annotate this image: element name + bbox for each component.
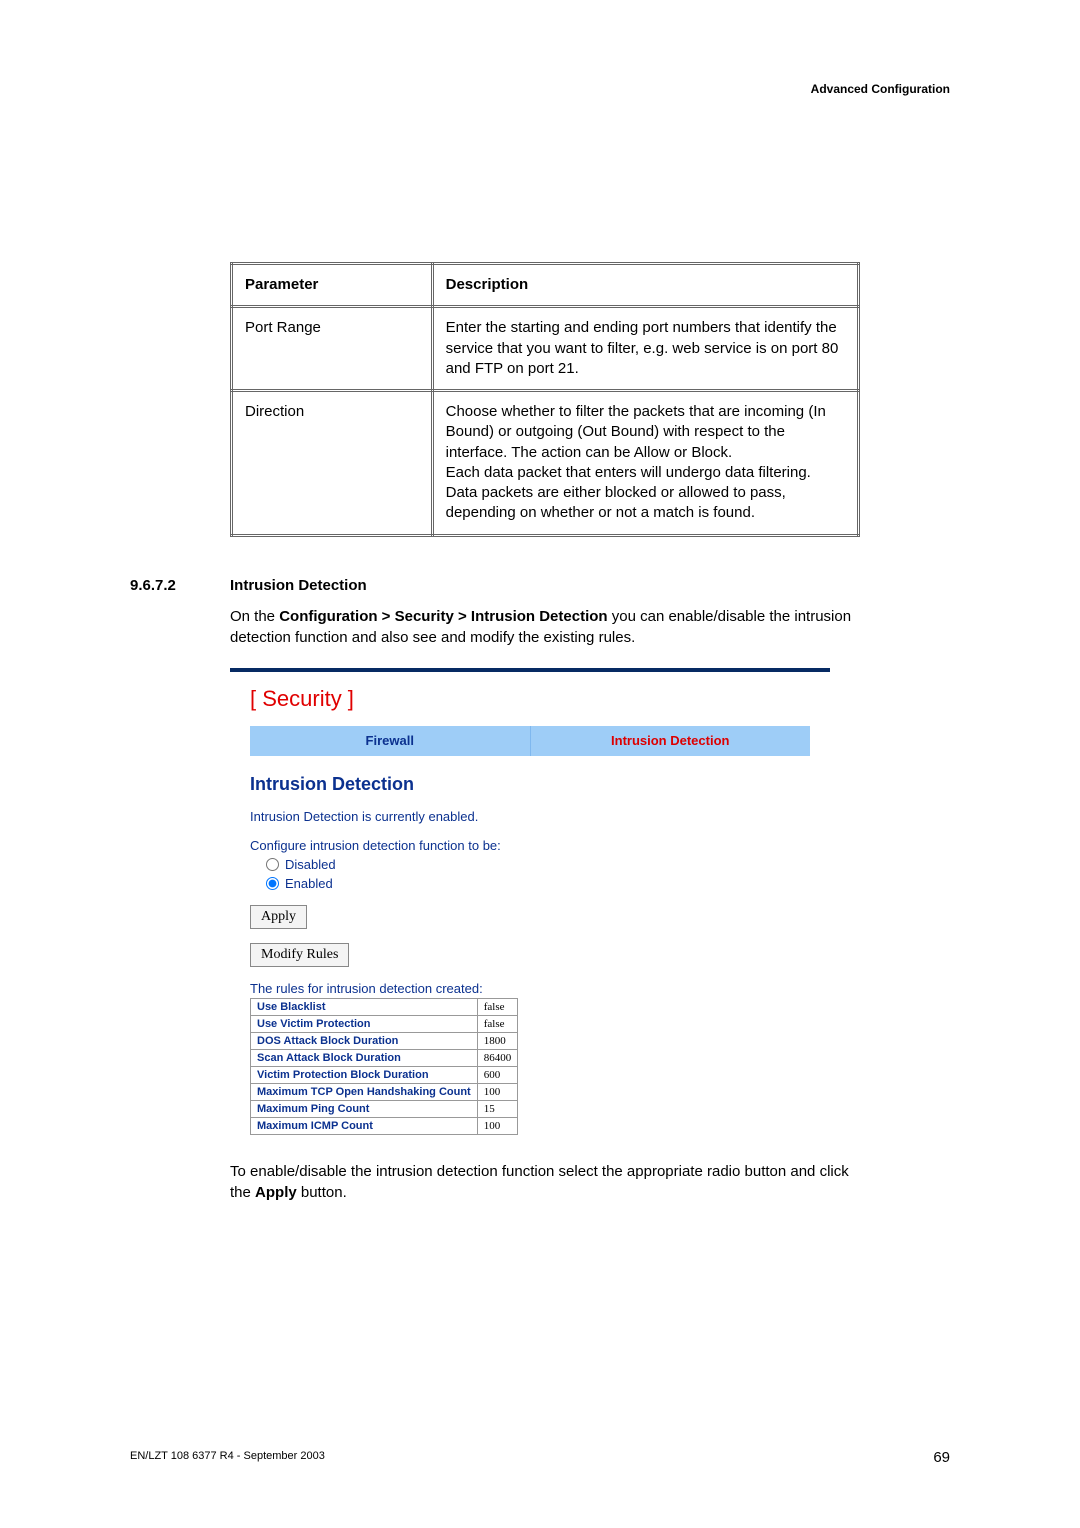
rule-row: Maximum TCP Open Handshaking Count100 bbox=[251, 1083, 518, 1100]
rule-value: 1800 bbox=[477, 1032, 518, 1049]
rule-key: Use Victim Protection bbox=[251, 1015, 478, 1032]
bold-apply: Apply bbox=[255, 1184, 297, 1201]
param-cell: Port Range bbox=[232, 307, 433, 391]
rule-row: Use Victim Protectionfalse bbox=[251, 1015, 518, 1032]
parameter-table: Parameter Description Port Range Enter t… bbox=[230, 262, 860, 537]
radio-label: Disabled bbox=[285, 857, 336, 872]
footer-page-number: 69 bbox=[933, 1449, 950, 1466]
rule-row: Scan Attack Block Duration86400 bbox=[251, 1049, 518, 1066]
table-row: Direction Choose whether to filter the p… bbox=[232, 391, 859, 536]
param-cell: Direction bbox=[232, 391, 433, 536]
rule-value: 600 bbox=[477, 1066, 518, 1083]
rule-key: Maximum ICMP Count bbox=[251, 1117, 478, 1134]
modify-rules-button[interactable]: Modify Rules bbox=[250, 943, 349, 967]
section-heading-row: 9.6.7.2 Intrusion Detection bbox=[130, 577, 860, 594]
rule-value: false bbox=[477, 1015, 518, 1032]
radio-disabled[interactable] bbox=[266, 858, 279, 871]
screenshot-title: [ Security ] bbox=[250, 686, 810, 712]
rule-value: 86400 bbox=[477, 1049, 518, 1066]
rule-value: false bbox=[477, 998, 518, 1015]
apply-button[interactable]: Apply bbox=[250, 905, 307, 929]
document-page: Advanced Configuration Parameter Descrip… bbox=[0, 0, 1080, 1528]
rule-row: Maximum Ping Count15 bbox=[251, 1100, 518, 1117]
radio-enabled-row[interactable]: Enabled bbox=[266, 876, 810, 891]
text: On the bbox=[230, 608, 279, 625]
rule-value: 100 bbox=[477, 1117, 518, 1134]
rule-key: Maximum TCP Open Handshaking Count bbox=[251, 1083, 478, 1100]
rule-row: DOS Attack Block Duration1800 bbox=[251, 1032, 518, 1049]
panel-subheading: Intrusion Detection bbox=[250, 774, 810, 795]
rule-key: Victim Protection Block Duration bbox=[251, 1066, 478, 1083]
rule-key: Use Blacklist bbox=[251, 998, 478, 1015]
rule-value: 100 bbox=[477, 1083, 518, 1100]
col-header-description: Description bbox=[432, 264, 858, 307]
configure-label: Configure intrusion detection function t… bbox=[250, 838, 810, 853]
text: button. bbox=[297, 1184, 347, 1201]
rule-key: Scan Attack Block Duration bbox=[251, 1049, 478, 1066]
rules-table: Use Blacklistfalse Use Victim Protection… bbox=[250, 998, 518, 1135]
desc-cell: Enter the starting and ending port numbe… bbox=[432, 307, 858, 391]
radio-disabled-row[interactable]: Disabled bbox=[266, 857, 810, 872]
table-row: Port Range Enter the starting and ending… bbox=[232, 307, 859, 391]
header-section-label: Advanced Configuration bbox=[811, 82, 950, 96]
content-area: Parameter Description Port Range Enter t… bbox=[230, 262, 860, 1203]
rule-key: DOS Attack Block Duration bbox=[251, 1032, 478, 1049]
rule-row: Use Blacklistfalse bbox=[251, 998, 518, 1015]
section-paragraph-1: On the Configuration > Security > Intrus… bbox=[230, 606, 860, 648]
rule-row: Victim Protection Block Duration600 bbox=[251, 1066, 518, 1083]
rule-key: Maximum Ping Count bbox=[251, 1100, 478, 1117]
tab-bar: Firewall Intrusion Detection bbox=[250, 726, 810, 756]
col-header-parameter: Parameter bbox=[232, 264, 433, 307]
desc-cell: Choose whether to filter the packets tha… bbox=[432, 391, 858, 536]
tab-firewall[interactable]: Firewall bbox=[250, 726, 531, 756]
section-title: Intrusion Detection bbox=[230, 577, 367, 594]
status-text: Intrusion Detection is currently enabled… bbox=[250, 809, 810, 824]
table-header-row: Parameter Description bbox=[232, 264, 859, 307]
section-number: 9.6.7.2 bbox=[130, 577, 230, 594]
rule-value: 15 bbox=[477, 1100, 518, 1117]
rules-label: The rules for intrusion detection create… bbox=[250, 981, 810, 996]
embedded-screenshot: [ Security ] Firewall Intrusion Detectio… bbox=[230, 668, 830, 1135]
section-paragraph-2: To enable/disable the intrusion detectio… bbox=[230, 1161, 860, 1203]
radio-label: Enabled bbox=[285, 876, 333, 891]
rule-row: Maximum ICMP Count100 bbox=[251, 1117, 518, 1134]
footer-doc-id: EN/LZT 108 6377 R4 - September 2003 bbox=[130, 1450, 325, 1462]
tab-intrusion-detection[interactable]: Intrusion Detection bbox=[531, 726, 811, 756]
bold-path: Configuration > Security > Intrusion Det… bbox=[279, 608, 607, 625]
radio-enabled[interactable] bbox=[266, 877, 279, 890]
